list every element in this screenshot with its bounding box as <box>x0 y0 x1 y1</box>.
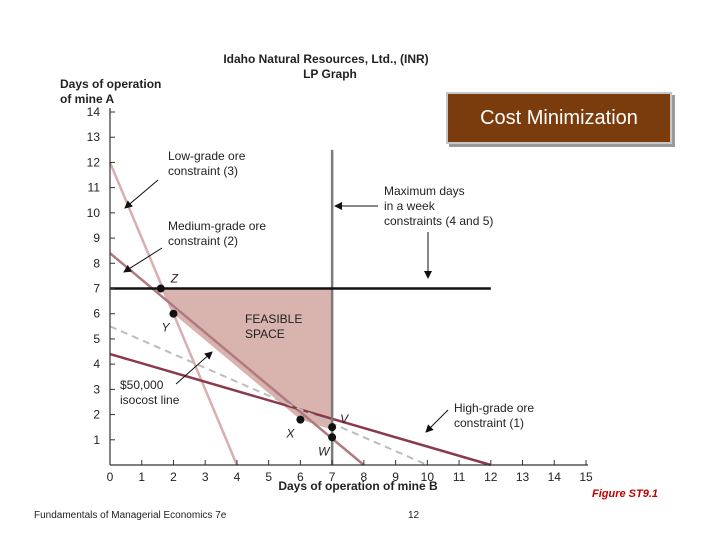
x-tick-label: 14 <box>548 470 562 484</box>
point-label-y: Y <box>161 321 170 335</box>
y-tick-label: 7 <box>93 282 100 296</box>
x-tick-label: 4 <box>234 470 241 484</box>
annotation-high: High-grade ore <box>454 401 534 415</box>
x-tick-label: 6 <box>297 470 304 484</box>
y-tick-label: 6 <box>93 307 100 321</box>
annotation-max: Maximum days <box>384 184 465 198</box>
y-tick-label: 2 <box>93 408 100 422</box>
x-tick-label: 12 <box>484 470 498 484</box>
annotation-isocost: $50,000 <box>120 378 164 392</box>
y-tick-label: 14 <box>87 105 101 119</box>
y-axis-label: Days of operation <box>60 77 161 91</box>
annotation-high-line2: constraint (1) <box>454 416 524 430</box>
point-label-z: Z <box>170 272 179 286</box>
annotation-arrow-low <box>124 179 159 209</box>
x-tick-label: 13 <box>516 470 530 484</box>
x-tick-label: 3 <box>202 470 209 484</box>
point-v <box>328 423 337 432</box>
chart-subtitle: LP Graph <box>303 67 357 81</box>
x-tick-label: 7 <box>329 470 336 484</box>
y-tick-label: 8 <box>93 256 100 270</box>
page-number: 12 <box>408 510 420 521</box>
y-tick-label: 11 <box>88 181 101 195</box>
y-tick-label: 3 <box>93 382 100 396</box>
annotation-max-line3: constraints (4 and 5) <box>384 214 493 228</box>
x-tick-label: 2 <box>170 470 177 484</box>
y-tick-label: 5 <box>93 332 100 346</box>
annotation-medium-line2: constraint (2) <box>168 234 238 248</box>
annotation-isocost-line2: isocost line <box>120 393 180 407</box>
chart-title: Idaho Natural Resources, Ltd., (INR) <box>223 52 428 66</box>
feasible-space-label-line2: SPACE <box>245 327 285 341</box>
point-w <box>328 433 337 442</box>
x-tick-label: 0 <box>107 470 114 484</box>
x-axis-label: Days of operation of mine B <box>278 479 438 493</box>
figure-label: Figure ST9.1 <box>592 488 659 500</box>
y-tick-label: 12 <box>87 155 101 169</box>
y-tick-label: 4 <box>93 357 100 371</box>
point-y <box>169 309 178 318</box>
x-tick-label: 5 <box>265 470 272 484</box>
point-z <box>156 284 165 293</box>
y-tick-label: 10 <box>87 206 101 220</box>
y-axis-label-line2: of mine A <box>60 92 115 106</box>
point-label-x: X <box>285 427 295 441</box>
annotation-arrow-high <box>425 409 449 433</box>
point-label-v: V <box>340 412 349 426</box>
x-tick-label: 8 <box>361 470 368 484</box>
x-tick-label: 9 <box>392 470 399 484</box>
y-tick-label: 1 <box>93 433 100 447</box>
annotation-arrow-isocost <box>175 351 213 385</box>
annotation-max-line2: in a week <box>384 199 436 213</box>
feasible-region <box>160 288 333 430</box>
y-tick-label: 13 <box>87 130 101 144</box>
cost-minimization-badge: Cost Minimization <box>446 92 672 144</box>
point-x <box>296 415 305 424</box>
annotation-arrow-medium <box>123 247 163 273</box>
footer-text: Fundamentals of Managerial Economics 7e <box>34 510 227 521</box>
annotation-low-line2: constraint (3) <box>168 164 238 178</box>
x-tick-label: 10 <box>421 470 435 484</box>
x-tick-label: 1 <box>138 470 145 484</box>
x-tick-label: 15 <box>579 470 593 484</box>
annotation-medium: Medium-grade ore <box>168 219 266 233</box>
annotation-low: Low-grade ore <box>168 149 246 163</box>
isocost-line <box>109 325 428 466</box>
x-tick-label: 11 <box>453 470 466 484</box>
y-tick-label: 9 <box>93 231 100 245</box>
feasible-space-label: FEASIBLE <box>245 312 302 326</box>
point-label-w: W <box>318 444 331 458</box>
